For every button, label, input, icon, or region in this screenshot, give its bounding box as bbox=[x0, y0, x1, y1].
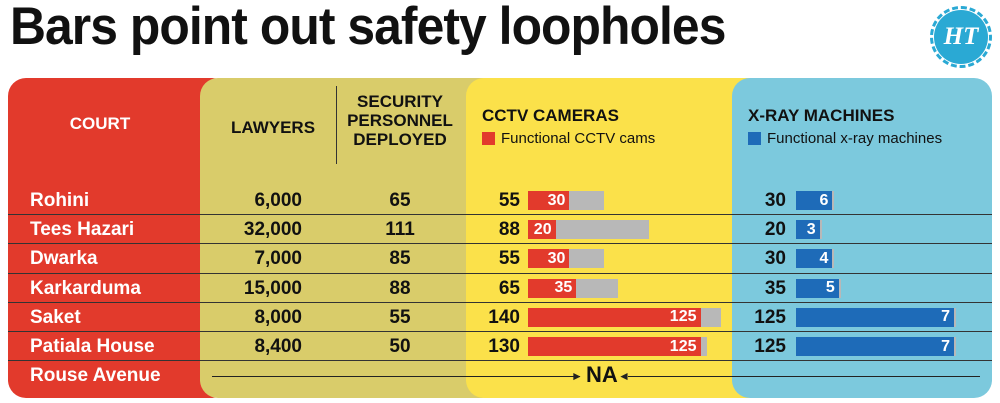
security-header: SECURITY PERSONNEL DEPLOYED bbox=[340, 92, 460, 149]
security-value: 85 bbox=[389, 248, 411, 270]
lawyers-value: 6,000 bbox=[254, 190, 302, 211]
na-line-left bbox=[212, 376, 580, 377]
cctv-total: 55 bbox=[498, 190, 520, 211]
na-label: NA bbox=[586, 362, 618, 387]
lawyers-security-panel bbox=[200, 78, 500, 398]
cctv-functional-bar: 125 bbox=[528, 337, 701, 356]
cctv-functional-bar: 30 bbox=[528, 249, 570, 269]
table-row: Dwarka 7,000 85 55 30 30 4 bbox=[0, 244, 1000, 273]
court-name: Patiala House bbox=[30, 336, 155, 357]
red-swatch-icon bbox=[482, 132, 495, 145]
xray-total: 20 bbox=[764, 219, 786, 241]
cctv-total: 88 bbox=[498, 219, 520, 241]
table-row: Rohini 6,000 65 55 30 30 6 bbox=[0, 186, 1000, 215]
table-row: Patiala House 8,400 50 130 125 125 7 bbox=[0, 332, 1000, 361]
row-divider bbox=[8, 272, 992, 274]
row-divider bbox=[8, 301, 992, 303]
row-divider bbox=[8, 360, 992, 362]
xray-header: X-RAY MACHINES bbox=[748, 106, 895, 125]
security-header-line: SECURITY bbox=[357, 92, 443, 111]
court-name: Saket bbox=[30, 306, 81, 328]
page-title: Bars point out safety loopholes bbox=[10, 0, 726, 56]
xray-legend: Functional x-ray machines bbox=[748, 130, 942, 147]
xray-functional-bar: 7 bbox=[796, 337, 954, 356]
cctv-total: 55 bbox=[498, 248, 520, 270]
lawyers-value: 15,000 bbox=[243, 277, 302, 299]
lawyers-value: 32,000 bbox=[243, 219, 302, 241]
lawyers-value: 7,000 bbox=[254, 248, 302, 270]
cctv-functional-bar: 35 bbox=[528, 278, 577, 298]
security-header-line: PERSONNEL bbox=[347, 111, 453, 130]
court-name: Tees Hazari bbox=[30, 219, 135, 241]
cctv-legend-label: Functional CCTV cams bbox=[501, 130, 656, 147]
lawyers-value: 8,000 bbox=[254, 306, 302, 328]
cctv-header: CCTV CAMERAS bbox=[482, 106, 619, 125]
xray-functional-bar: 5 bbox=[796, 278, 839, 298]
court-name: Dwarka bbox=[30, 248, 98, 270]
cctv-total: 65 bbox=[498, 277, 520, 299]
lawyers-header: LAWYERS bbox=[230, 118, 316, 137]
table-row: Rouse Avenue bbox=[0, 361, 1000, 390]
row-divider bbox=[8, 331, 992, 332]
xray-total: 35 bbox=[764, 277, 786, 299]
ht-logo-icon: HT bbox=[930, 6, 992, 68]
cctv-functional-bar: 125 bbox=[528, 307, 701, 327]
cctv-total: 130 bbox=[488, 336, 520, 357]
lawyers-value: 8,400 bbox=[254, 336, 302, 357]
xray-functional-bar: 4 bbox=[796, 249, 833, 269]
court-header: COURT bbox=[69, 114, 131, 133]
security-value: 65 bbox=[389, 190, 411, 211]
table-row: Saket 8,000 55 140 125 125 7 bbox=[0, 303, 1000, 332]
xray-total: 125 bbox=[754, 336, 786, 357]
blue-swatch-icon bbox=[748, 132, 761, 145]
security-value: 88 bbox=[389, 277, 411, 299]
xray-total: 30 bbox=[764, 248, 786, 270]
court-name: Rohini bbox=[30, 190, 90, 211]
court-name: Rouse Avenue bbox=[30, 365, 161, 387]
row-divider bbox=[8, 214, 992, 216]
table-row: Tees Hazari 32,000 111 88 20 20 3 bbox=[0, 215, 1000, 244]
court-name: Karkarduma bbox=[30, 277, 141, 299]
row-divider bbox=[8, 243, 992, 245]
na-line-right bbox=[628, 376, 980, 377]
arrow-left-icon: ◄ bbox=[618, 369, 630, 383]
cctv-functional-bar: 30 bbox=[528, 191, 570, 210]
xray-total: 125 bbox=[754, 306, 786, 328]
cctv-functional-bar: 20 bbox=[528, 220, 556, 240]
security-header-line: DEPLOYED bbox=[353, 130, 447, 149]
security-value: 111 bbox=[385, 219, 415, 241]
xray-functional-bar: 6 bbox=[796, 191, 833, 210]
xray-functional-bar: 3 bbox=[796, 220, 820, 240]
xray-legend-label: Functional x-ray machines bbox=[767, 130, 943, 147]
cctv-legend: Functional CCTV cams bbox=[482, 130, 655, 147]
xray-functional-bar: 7 bbox=[796, 307, 954, 327]
xray-total: 30 bbox=[764, 190, 786, 211]
header-divider bbox=[336, 86, 337, 164]
cctv-total-bar bbox=[528, 220, 650, 240]
cctv-total: 140 bbox=[488, 306, 520, 328]
security-value: 50 bbox=[389, 336, 411, 357]
arrow-right-icon: ► bbox=[571, 369, 583, 383]
security-value: 55 bbox=[389, 306, 411, 328]
court-panel bbox=[8, 78, 230, 398]
table-row: Karkarduma 15,000 88 65 35 35 5 bbox=[0, 274, 1000, 303]
